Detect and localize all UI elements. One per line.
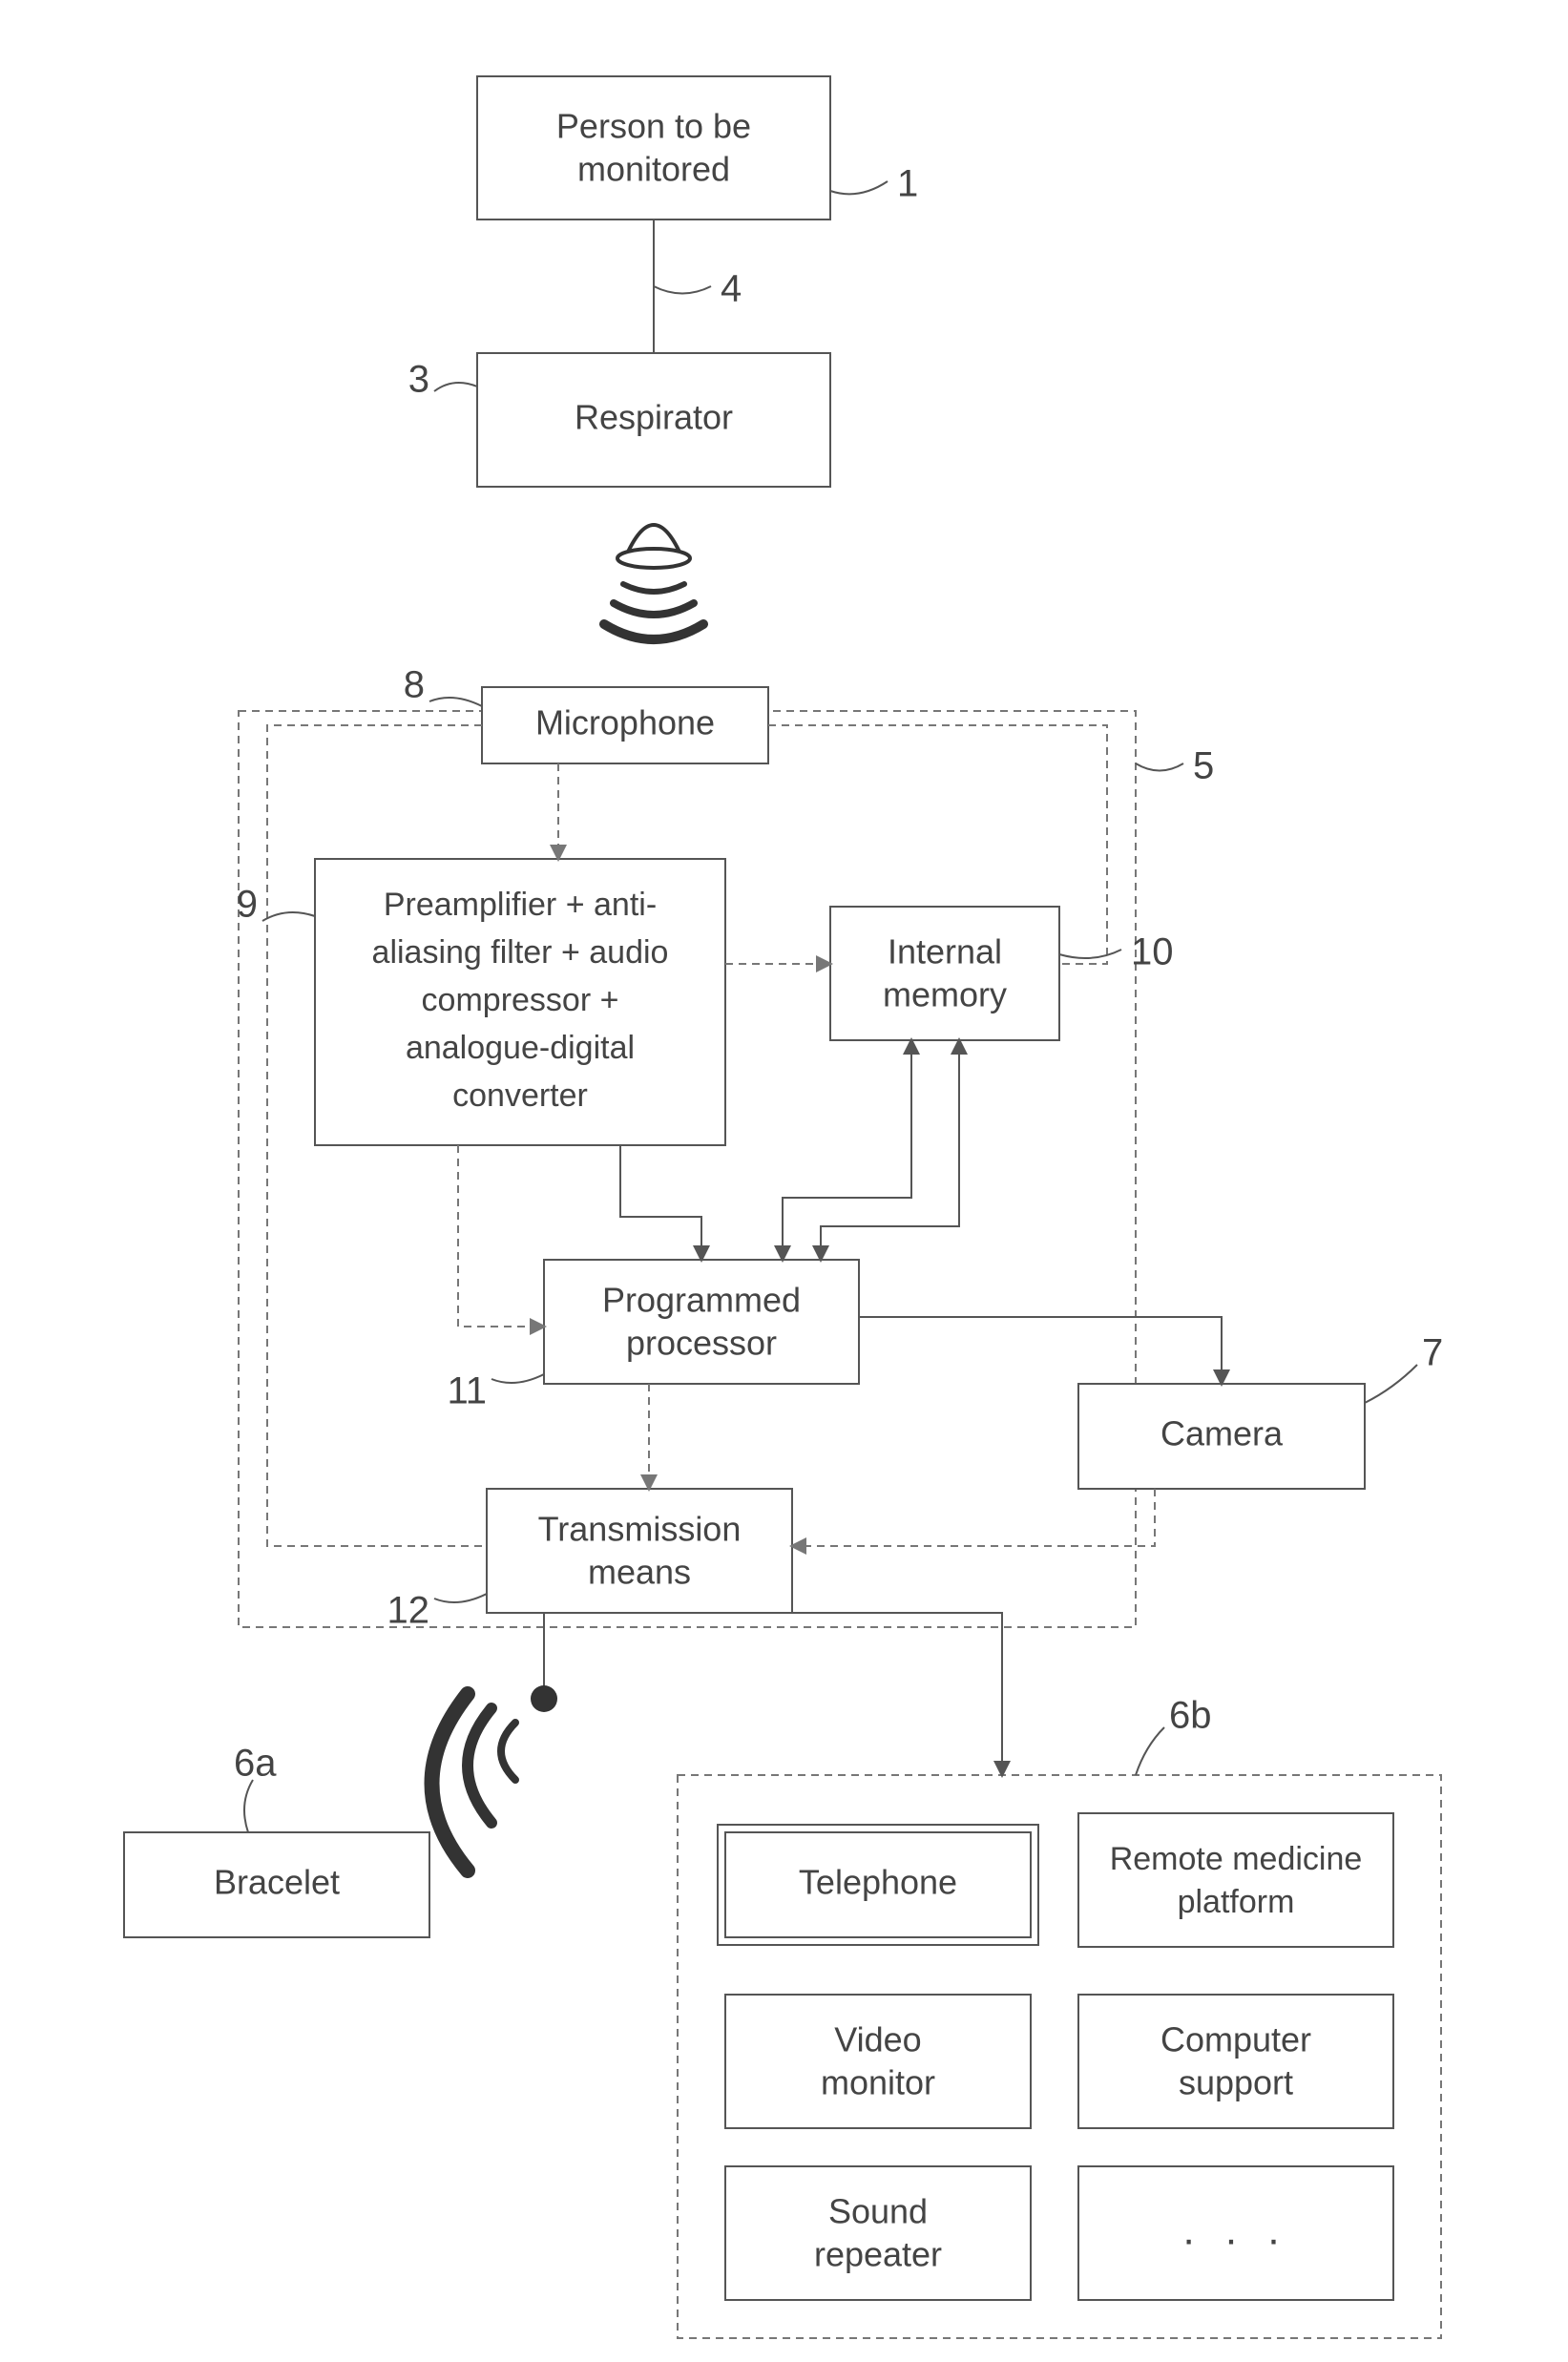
node-transmission: Transmission means: [487, 1489, 792, 1613]
antenna-ball: [531, 1685, 557, 1712]
node-respirator: Respirator: [477, 353, 830, 487]
leader-6a: [244, 1780, 253, 1832]
person-label2: monitored: [577, 150, 730, 189]
memory-l2: memory: [883, 975, 1007, 1014]
node-remote: Remote medicine platform: [1078, 1813, 1393, 1947]
leader-7: [1365, 1365, 1417, 1403]
ellipsis-label: . . .: [1182, 2207, 1288, 2254]
memory-l1: Internal: [888, 932, 1002, 972]
leader-3: [434, 383, 477, 391]
leader-10: [1059, 950, 1121, 958]
respirator-label: Respirator: [575, 398, 733, 437]
leader-11: [491, 1374, 544, 1383]
leader-8: [429, 698, 482, 706]
node-microphone: Microphone: [482, 687, 768, 763]
processor-l1: Programmed: [602, 1281, 801, 1320]
edge-memory-processor-2: [821, 1040, 959, 1260]
sound-l2: repeater: [814, 2235, 942, 2274]
node-processor: Programmed processor: [544, 1260, 859, 1384]
bell-icon: [604, 525, 703, 639]
edge-preamp-processor-solid: [620, 1145, 701, 1260]
microphone-label: Microphone: [535, 703, 715, 742]
preamp-l5: converter: [452, 1077, 588, 1114]
node-ellipsis: . . .: [1078, 2166, 1393, 2300]
ref-12: 12: [387, 1590, 430, 1632]
ref-3: 3: [408, 359, 429, 401]
person-label1: Person to be: [556, 107, 751, 146]
wireless-arcs-icon: [432, 1694, 516, 1871]
ref-6a: 6a: [234, 1743, 277, 1785]
ref-8: 8: [404, 664, 425, 706]
bracelet-label: Bracelet: [214, 1863, 340, 1902]
ref-1: 1: [897, 163, 918, 205]
transmit-l2: means: [588, 1553, 691, 1592]
sound-l1: Sound: [828, 2192, 928, 2231]
processor-l2: processor: [626, 1324, 777, 1363]
ref-4: 4: [721, 268, 742, 310]
ref-9: 9: [237, 884, 258, 926]
node-telephone: Telephone: [718, 1825, 1038, 1945]
edge-transmit-receiver: [744, 1613, 1002, 1775]
video-l2: monitor: [821, 2063, 935, 2102]
remote-l1: Remote medicine: [1110, 1841, 1363, 1877]
preamp-l4: analogue-digital: [406, 1030, 635, 1066]
leader-5: [1136, 763, 1183, 771]
support-l2: support: [1179, 2063, 1293, 2102]
camera-label: Camera: [1160, 1414, 1284, 1453]
edge-camera-transmit: [792, 1489, 1155, 1546]
node-memory: Internal memory: [830, 907, 1059, 1040]
preamp-l3: compressor +: [422, 982, 619, 1018]
ref-5: 5: [1193, 745, 1214, 787]
support-l1: Computer: [1160, 2020, 1311, 2059]
leader-9: [262, 912, 315, 921]
ref-6b: 6b: [1169, 1695, 1212, 1737]
node-preamp: Preamplifier + anti- aliasing filter + a…: [315, 859, 725, 1145]
ref-7: 7: [1422, 1332, 1443, 1374]
preamp-l1: Preamplifier + anti-: [384, 887, 657, 923]
remote-l2: platform: [1178, 1884, 1295, 1920]
transmit-l1: Transmission: [538, 1510, 742, 1549]
node-bracelet: Bracelet: [124, 1832, 429, 1937]
leader-4: [654, 286, 711, 294]
leader-6b: [1136, 1727, 1164, 1775]
ref-11: 11: [447, 1370, 487, 1412]
node-video: Video monitor: [725, 1995, 1031, 2128]
telephone-label: Telephone: [799, 1863, 957, 1902]
leader-12: [434, 1594, 487, 1602]
ref-10: 10: [1131, 931, 1174, 973]
node-person: Person to be monitored: [477, 76, 830, 219]
preamp-l2: aliasing filter + audio: [372, 934, 669, 971]
leader-1: [830, 181, 888, 194]
node-sound: Sound repeater: [725, 2166, 1031, 2300]
edge-preamp-processor-dashed: [458, 1145, 544, 1327]
video-l1: Video: [834, 2020, 921, 2059]
edge-processor-camera: [859, 1317, 1222, 1384]
node-camera: Camera: [1078, 1384, 1365, 1489]
node-support: Computer support: [1078, 1995, 1393, 2128]
